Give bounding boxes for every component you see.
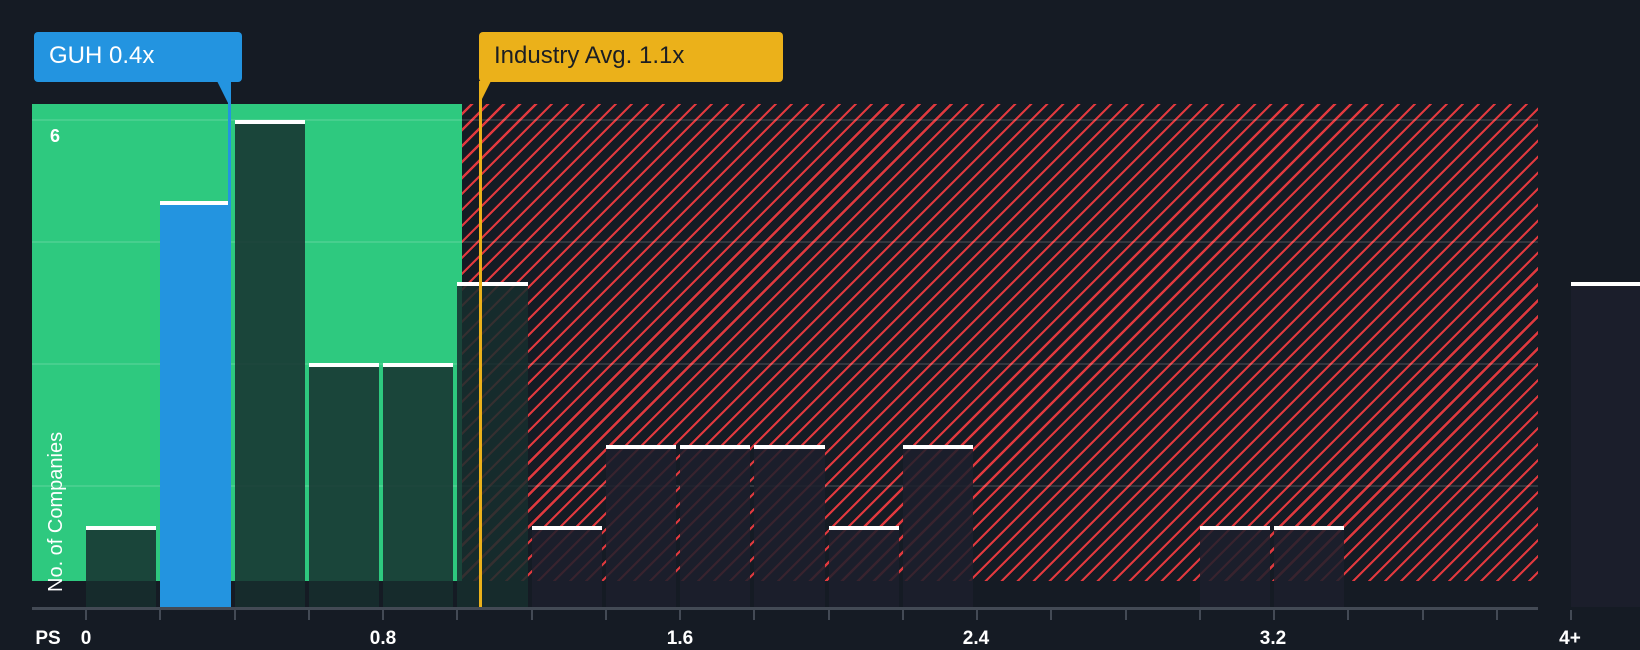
x-tick-mark <box>1495 610 1498 620</box>
bar-1.6-1.8 <box>680 444 751 607</box>
gridline-3 <box>32 363 1538 365</box>
company-marker-line <box>228 81 231 607</box>
bar-top-cap <box>86 525 157 530</box>
x-tick-mark <box>901 610 904 620</box>
x-tick-mark <box>1050 610 1053 620</box>
y-axis-title: No. of Companies <box>45 431 67 592</box>
x-tick-3-2: 3.2 <box>1259 628 1287 649</box>
bar-0-0.2 <box>86 525 157 607</box>
industry-callout-label: Industry Avg. 1.1x <box>494 42 685 69</box>
y-tick-6: 6 <box>50 126 61 146</box>
gridline-6 <box>32 119 1538 121</box>
bar-2.2-2.4 <box>902 444 973 607</box>
bar-top-cap <box>234 119 305 124</box>
x-tick-mark <box>382 610 384 620</box>
x-tick-mark <box>1124 610 1127 620</box>
bar-0.8-1.0 <box>383 363 454 607</box>
bar-top-cap <box>1274 525 1345 530</box>
x-tick-mark <box>530 610 533 620</box>
bar-2.0-2.2 <box>828 525 899 607</box>
bar-top-cap <box>1571 282 1640 287</box>
company-callout-pointer <box>217 81 229 105</box>
bar-1.2-1.4 <box>531 525 602 607</box>
x-tick-4-plus: 4+ <box>1559 628 1581 649</box>
bar-0.4-0.6 <box>234 119 305 607</box>
x-tick-mark <box>1273 610 1275 620</box>
bar-1.8-2.0 <box>754 444 825 607</box>
x-tick-mark <box>976 610 978 620</box>
x-tick-mark <box>1570 610 1572 620</box>
x-tick-mark <box>1198 610 1201 620</box>
x-tick-0-8: 0.8 <box>369 628 397 649</box>
bar-top-cap <box>1199 525 1270 530</box>
bar-top-cap <box>160 201 231 205</box>
gridline-4-5 <box>32 241 1538 243</box>
x-tick-0: 0 <box>80 628 92 649</box>
x-tick-mark <box>456 610 459 620</box>
x-tick-1-6: 1.6 <box>666 628 694 649</box>
x-tick-mark <box>307 610 310 620</box>
bar-top-cap <box>605 444 676 449</box>
x-tick-mark <box>1421 610 1424 620</box>
bar-1.4-1.6 <box>605 444 676 607</box>
bar-0.2-0.4 <box>160 201 231 607</box>
bar-top-cap <box>902 444 973 449</box>
x-tick-mark <box>85 610 87 620</box>
company-callout: GUH 0.4x <box>34 32 242 82</box>
bar-top-cap <box>680 444 751 449</box>
bar-4+ <box>1571 282 1640 607</box>
x-tick-mark <box>827 610 830 620</box>
x-tick-2-4: 2.4 <box>962 628 990 649</box>
x-axis-title: PS <box>35 628 61 649</box>
x-tick-mark <box>1347 610 1350 620</box>
x-tick-mark <box>679 610 681 620</box>
bar-3.0-3.2 <box>1199 525 1270 607</box>
bar-top-cap <box>457 282 528 287</box>
industry-callout: Industry Avg. 1.1x <box>479 32 783 82</box>
bar-1.0-1.2 <box>457 282 528 607</box>
industry-callout-pointer <box>479 81 491 105</box>
x-tick-mark <box>233 610 236 620</box>
bar-top-cap <box>383 363 454 368</box>
bar-0.6-0.8 <box>308 363 379 607</box>
x-axis-line <box>32 607 1538 610</box>
bar-3.2-3.4 <box>1274 525 1345 607</box>
bar-top-cap <box>308 363 379 368</box>
overvalued-zone <box>462 104 1538 581</box>
x-tick-mark <box>604 610 607 620</box>
x-tick-mark <box>159 610 162 620</box>
bar-top-cap <box>531 525 602 530</box>
industry-marker-line <box>479 81 482 607</box>
bar-top-cap <box>828 525 899 530</box>
bar-top-cap <box>754 444 825 449</box>
company-callout-label: GUH 0.4x <box>49 42 155 69</box>
x-tick-mark <box>753 610 756 620</box>
